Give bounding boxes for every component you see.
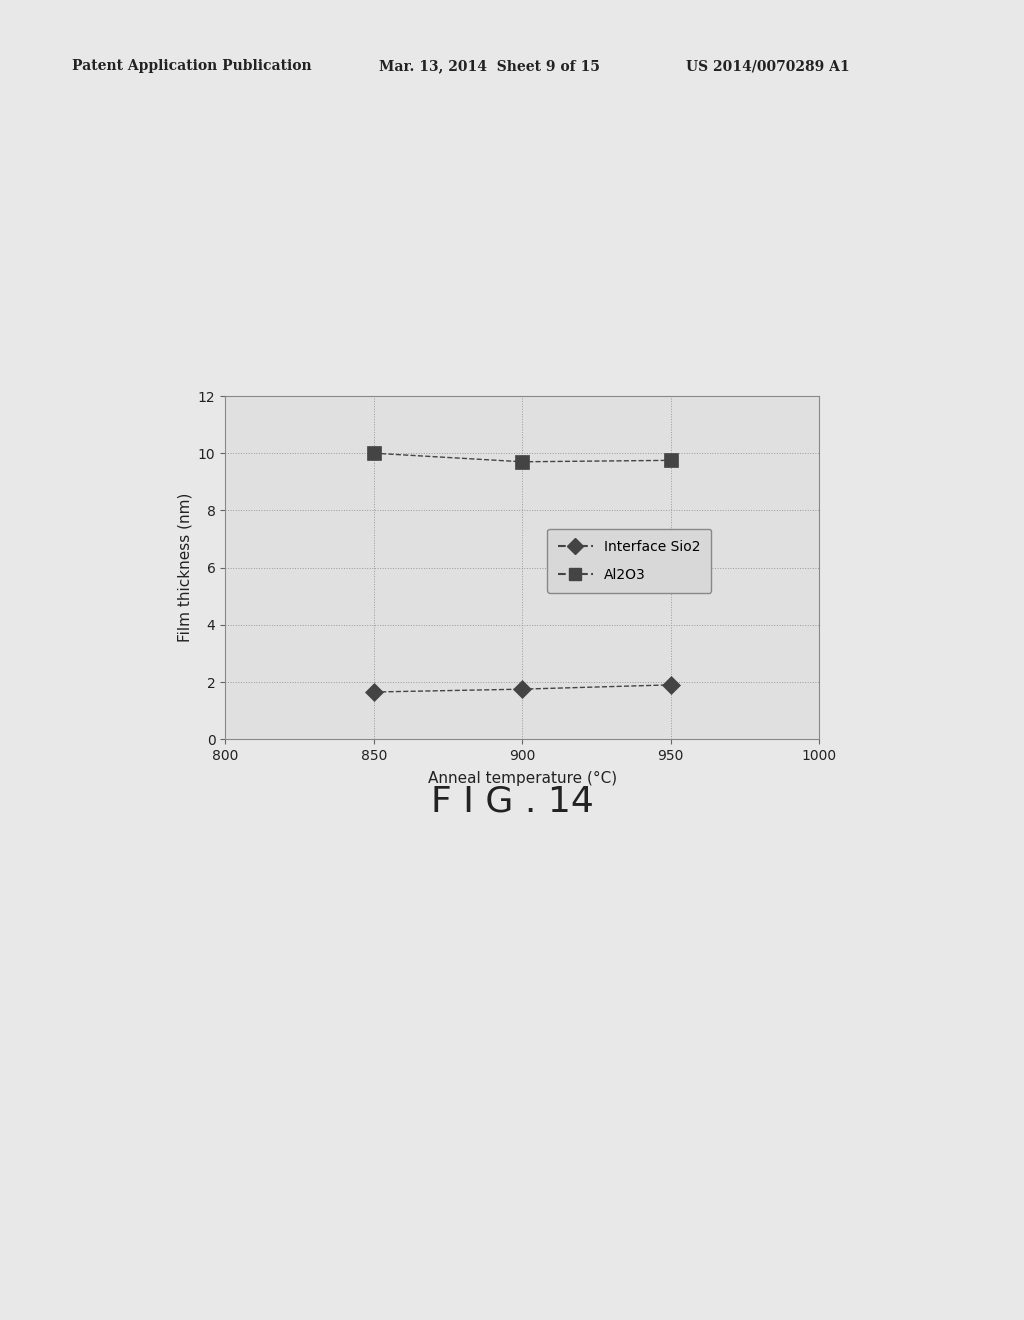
- Text: Patent Application Publication: Patent Application Publication: [72, 59, 311, 74]
- X-axis label: Anneal temperature (°C): Anneal temperature (°C): [428, 771, 616, 787]
- Legend: Interface Sio2, Al2O3: Interface Sio2, Al2O3: [547, 529, 712, 593]
- Text: US 2014/0070289 A1: US 2014/0070289 A1: [686, 59, 850, 74]
- Text: Mar. 13, 2014  Sheet 9 of 15: Mar. 13, 2014 Sheet 9 of 15: [379, 59, 600, 74]
- Y-axis label: Film thickness (nm): Film thickness (nm): [177, 492, 193, 643]
- Text: F I G . 14: F I G . 14: [430, 785, 594, 818]
